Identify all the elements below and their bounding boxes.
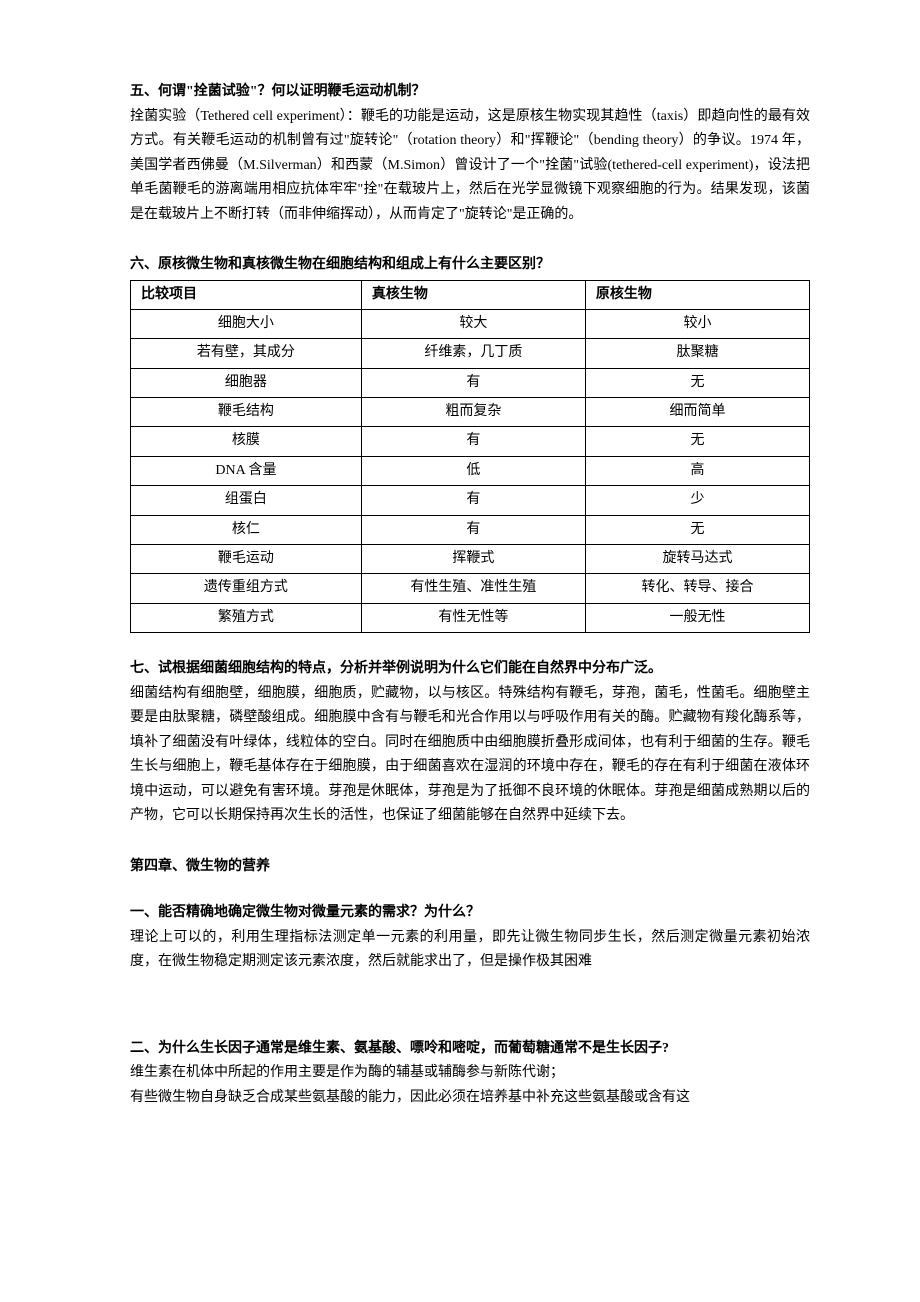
q4-2-heading: 二、为什么生长因子通常是维生素、氨基酸、嘌呤和嘧啶，而葡萄糖通常不是生长因子? — [130, 1037, 810, 1062]
table-cell: 有 — [361, 486, 585, 515]
table-cell: 鞭毛结构 — [131, 398, 362, 427]
table-row: 繁殖方式有性无性等一般无性 — [131, 603, 810, 632]
table-row: 核膜有无 — [131, 427, 810, 456]
table-cell: 组蛋白 — [131, 486, 362, 515]
table-cell: 核膜 — [131, 427, 362, 456]
q4-2-line1: 维生素在机体中所起的作用主要是作为酶的辅基或辅酶参与新陈代谢； — [130, 1061, 810, 1086]
table-header-row: 比较项目 真核生物 原核生物 — [131, 280, 810, 309]
table-cell: 无 — [585, 515, 809, 544]
table-row: 细胞器有无 — [131, 368, 810, 397]
table-cell: 有 — [361, 515, 585, 544]
section-q7: 七、试根据细菌细胞结构的特点，分析并举例说明为什么它们能在自然界中分布广泛。 细… — [130, 657, 810, 829]
table-row: 细胞大小较大较小 — [131, 309, 810, 338]
table-cell: 有性生殖、准性生殖 — [361, 574, 585, 603]
chapter4-title: 第四章、微生物的营养 — [130, 855, 810, 880]
table-row: 组蛋白有少 — [131, 486, 810, 515]
table-cell: 若有壁，其成分 — [131, 339, 362, 368]
table-row: 鞭毛运动挥鞭式旋转马达式 — [131, 545, 810, 574]
table-cell: 核仁 — [131, 515, 362, 544]
table-cell: 有 — [361, 368, 585, 397]
table-cell: 挥鞭式 — [361, 545, 585, 574]
table-header: 原核生物 — [585, 280, 809, 309]
q7-body: 细菌结构有细胞壁，细胞膜，细胞质，贮藏物，以与核区。特殊结构有鞭毛，芽孢，菌毛，… — [130, 682, 810, 829]
table-cell: 有性无性等 — [361, 603, 585, 632]
section-q4-2: 二、为什么生长因子通常是维生素、氨基酸、嘌呤和嘧啶，而葡萄糖通常不是生长因子? … — [130, 1037, 810, 1111]
q4-2-line2: 有些微生物自身缺乏合成某些氨基酸的能力，因此必须在培养基中补充这些氨基酸或含有这 — [130, 1086, 810, 1111]
table-header: 比较项目 — [131, 280, 362, 309]
table-cell: 少 — [585, 486, 809, 515]
section-q5: 五、何谓"拴菌试验"？何以证明鞭毛运动机制？ 拴菌实验（Tethered cel… — [130, 80, 810, 227]
q5-body: 拴菌实验（Tethered cell experiment）：鞭毛的功能是运动，… — [130, 105, 810, 228]
q6-heading: 六、原核微生物和真核微生物在细胞结构和组成上有什么主要区别？ — [130, 253, 810, 278]
table-cell: 粗而复杂 — [361, 398, 585, 427]
q7-heading: 七、试根据细菌细胞结构的特点，分析并举例说明为什么它们能在自然界中分布广泛。 — [130, 657, 810, 682]
table-cell: 遗传重组方式 — [131, 574, 362, 603]
table-cell: 转化、转导、接合 — [585, 574, 809, 603]
table-cell: 高 — [585, 456, 809, 485]
table-cell: DNA 含量 — [131, 456, 362, 485]
q4-1-heading: 一、能否精确地确定微生物对微量元素的需求？为什么？ — [130, 901, 810, 926]
section-q4-1: 一、能否精确地确定微生物对微量元素的需求？为什么？ 理论上可以的，利用生理指标法… — [130, 901, 810, 975]
table-row: 若有壁，其成分纤维素，几丁质肽聚糖 — [131, 339, 810, 368]
table-cell: 较大 — [361, 309, 585, 338]
table-cell: 较小 — [585, 309, 809, 338]
q5-heading: 五、何谓"拴菌试验"？何以证明鞭毛运动机制？ — [130, 80, 810, 105]
table-row: DNA 含量低高 — [131, 456, 810, 485]
table-cell: 细而简单 — [585, 398, 809, 427]
table-row: 遗传重组方式有性生殖、准性生殖转化、转导、接合 — [131, 574, 810, 603]
comparison-table: 比较项目 真核生物 原核生物 细胞大小较大较小若有壁，其成分纤维素，几丁质肽聚糖… — [130, 280, 810, 634]
table-cell: 细胞器 — [131, 368, 362, 397]
table-cell: 肽聚糖 — [585, 339, 809, 368]
table-cell: 一般无性 — [585, 603, 809, 632]
table-cell: 有 — [361, 427, 585, 456]
table-cell: 无 — [585, 368, 809, 397]
q4-1-body: 理论上可以的，利用生理指标法测定单一元素的利用量，即先让微生物同步生长，然后测定… — [130, 926, 810, 975]
table-row: 鞭毛结构粗而复杂细而简单 — [131, 398, 810, 427]
table-cell: 繁殖方式 — [131, 603, 362, 632]
table-cell: 旋转马达式 — [585, 545, 809, 574]
table-header: 真核生物 — [361, 280, 585, 309]
spacer — [130, 1001, 810, 1037]
section-q6: 六、原核微生物和真核微生物在细胞结构和组成上有什么主要区别？ 比较项目 真核生物… — [130, 253, 810, 633]
table-row: 核仁有无 — [131, 515, 810, 544]
table-cell: 细胞大小 — [131, 309, 362, 338]
table-cell: 纤维素，几丁质 — [361, 339, 585, 368]
table-cell: 低 — [361, 456, 585, 485]
table-cell: 无 — [585, 427, 809, 456]
table-cell: 鞭毛运动 — [131, 545, 362, 574]
